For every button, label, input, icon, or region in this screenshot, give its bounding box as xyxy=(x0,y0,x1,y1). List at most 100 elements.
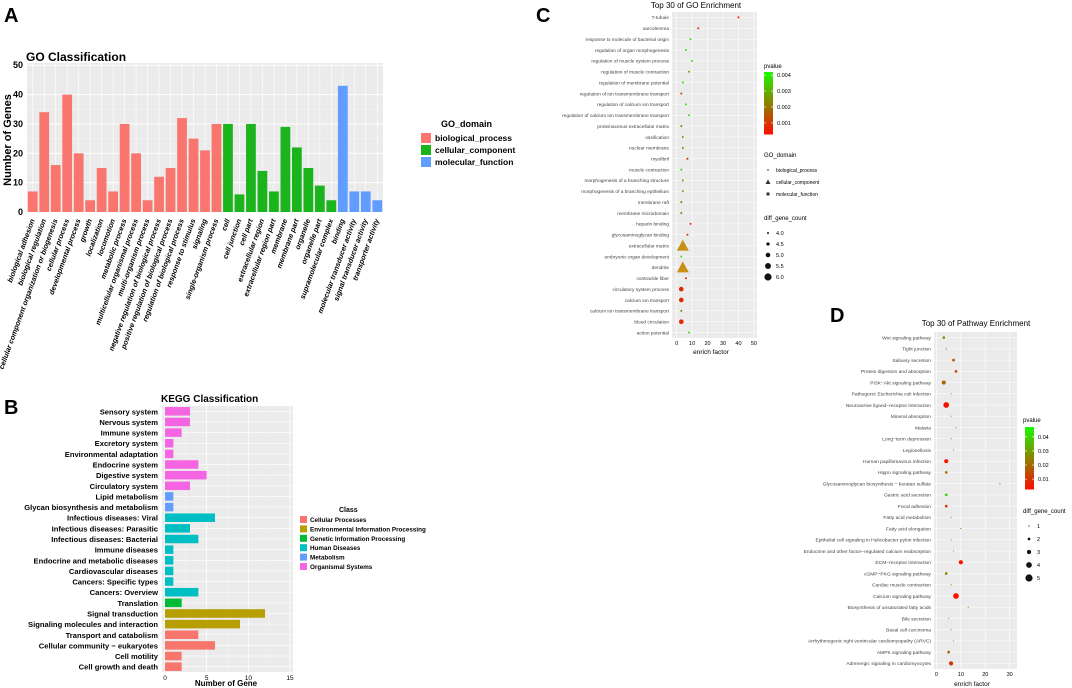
panel-label-a: A xyxy=(4,5,18,27)
kegg-ytick-label: Cancers: Specific types xyxy=(72,578,158,587)
c-term-label: heparin binding xyxy=(636,222,669,228)
d-term-label: Human papillomavirus infection xyxy=(863,459,931,465)
pathway-enrichment-legends: pvalue 0.040.030.020.01 diff_gene_count … xyxy=(1023,418,1066,582)
d-term-label: Epithelial cell signaling in Helicobacte… xyxy=(815,538,931,544)
d-term-label: ECM−receptor interaction xyxy=(875,560,931,566)
c-shape-legend-label: biological_process xyxy=(776,168,818,174)
kegg-bar xyxy=(165,417,190,427)
d-point xyxy=(952,550,955,552)
go-bar xyxy=(360,191,371,212)
go-legend-label: cellular_component xyxy=(435,145,515,155)
go-bar xyxy=(337,85,348,212)
go-ytick-label: 0 xyxy=(18,207,23,217)
d-point xyxy=(952,358,955,362)
kegg-ytick-label: Immune diseases xyxy=(95,546,158,555)
c-point xyxy=(680,212,683,215)
go-bar xyxy=(131,153,141,212)
kegg-bar xyxy=(165,545,174,554)
c-term-label: glycosaminoglycan binding xyxy=(612,233,670,239)
c-point-triangle xyxy=(676,239,689,251)
d-point xyxy=(950,516,952,518)
d-term-label: PI3K−Akt signaling pathway xyxy=(870,380,931,386)
d-size-legend-label: 4 xyxy=(1037,563,1040,569)
d-point xyxy=(950,584,952,586)
d-point xyxy=(941,380,946,385)
c-xtick-label: 20 xyxy=(704,341,710,347)
kegg-ytick-label: Signaling molecules and interaction xyxy=(28,620,158,629)
d-term-label: AMPK signaling pathway xyxy=(877,650,932,656)
go-bar xyxy=(234,194,245,212)
d-term-label: Biosynthesis of unsaturated fatty acids xyxy=(848,605,932,611)
go-enrichment-title: Top 30 of GO Enrichment xyxy=(651,1,742,10)
kegg-bar xyxy=(165,598,182,608)
c-point xyxy=(681,179,684,182)
go-ylabel: Number of Genes xyxy=(2,94,14,186)
go-bar xyxy=(257,170,268,212)
go-bar xyxy=(119,123,130,212)
go-bar xyxy=(246,123,256,212)
kegg-bar xyxy=(165,619,240,629)
kegg-legend-label: Organismal Systems xyxy=(310,564,373,571)
go-xtick-label: cell xyxy=(219,217,232,232)
kegg-bar xyxy=(165,513,215,522)
d-plot-background xyxy=(934,332,1017,669)
c-term-label: proteinaceous extracellular matrix xyxy=(597,124,669,130)
kegg-ytick-label: Endocrine system xyxy=(93,461,159,470)
c-term-label: contractile fiber xyxy=(636,276,669,282)
d-xtick-label: 0 xyxy=(935,672,938,678)
kegg-bar xyxy=(165,407,190,416)
c-point xyxy=(681,135,684,138)
c-point xyxy=(684,103,687,106)
c-term-label: calcium ion transport xyxy=(625,298,670,304)
kegg-xtick-label: 15 xyxy=(286,675,294,682)
c-point xyxy=(688,331,690,334)
d-point xyxy=(944,572,948,575)
panel-label-d: D xyxy=(830,305,844,327)
d-size-legend-label: 1 xyxy=(1037,524,1040,530)
c-term-label: nuclear membrane xyxy=(629,146,669,152)
d-point xyxy=(958,560,963,565)
go-enrichment-xlabel: enrich factor xyxy=(693,349,730,356)
d-point xyxy=(967,606,969,608)
d-point xyxy=(950,629,952,631)
c-term-label: myofibril xyxy=(651,157,669,163)
kegg-bar xyxy=(165,534,199,544)
c-size-key xyxy=(766,242,770,246)
c-point xyxy=(689,38,692,41)
c-term-label: action potential xyxy=(637,330,669,336)
c-pvalue-legend-title: pvalue xyxy=(764,64,782,70)
d-point xyxy=(945,348,947,350)
c-term-label: dendrite xyxy=(652,265,670,271)
d-term-label: Arrhythmogenic right ventricular cardiom… xyxy=(808,639,931,645)
d-term-label: Focal adhesion xyxy=(898,504,931,510)
c-point xyxy=(680,168,683,171)
c-term-label: blood circulation xyxy=(634,320,669,326)
d-term-label: Wnt signaling pathway xyxy=(882,335,931,341)
go-bar xyxy=(39,112,50,212)
c-colorbar-tick: 0.004 xyxy=(777,73,791,79)
c-shape-key-square xyxy=(766,192,770,196)
c-point xyxy=(697,27,700,30)
kegg-ytick-label: Circulatory system xyxy=(90,482,159,491)
go-bar xyxy=(303,167,314,212)
d-point xyxy=(944,504,948,508)
c-point xyxy=(686,233,689,236)
d-pvalue-legend-title: pvalue xyxy=(1023,418,1041,424)
kegg-ytick-label: Cellular community − eukaryotes xyxy=(39,641,158,650)
d-size-key xyxy=(1028,525,1030,527)
d-term-label: Calcium signaling pathway xyxy=(873,594,931,600)
d-point xyxy=(942,336,946,339)
go-bar xyxy=(62,94,73,212)
go-ytick-label: 50 xyxy=(13,60,23,70)
c-term-label: extracellular matrix xyxy=(629,243,670,249)
d-point xyxy=(953,593,959,599)
c-size-legend-title: diff_gene_count xyxy=(764,216,807,222)
c-term-label: regulation of ion transmembrane transpor… xyxy=(580,91,670,97)
kegg-ytick-label: Signal transduction xyxy=(87,609,158,618)
go-title: GO Classification xyxy=(26,50,126,64)
d-point xyxy=(952,449,955,451)
c-term-label: regulation of calcium ion transmembrane … xyxy=(562,113,670,119)
c-term-label: muscle contraction xyxy=(629,167,669,173)
d-term-label: Basal cell carcinoma xyxy=(886,627,931,633)
d-point xyxy=(947,650,950,654)
